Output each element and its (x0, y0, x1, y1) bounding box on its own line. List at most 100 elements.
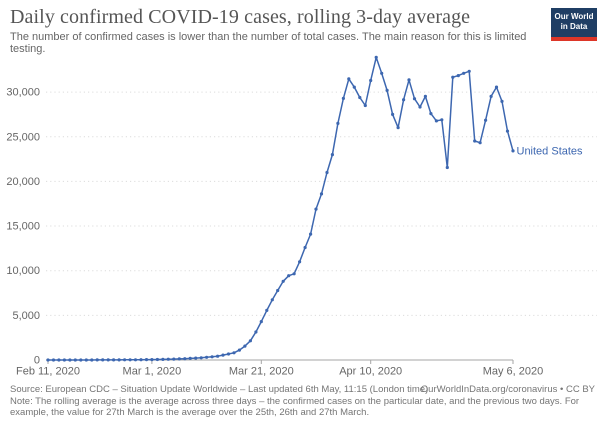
data-point-marker[interactable] (303, 245, 307, 250)
x-tick-label: May 6, 2020 (483, 366, 544, 378)
data-point-marker[interactable] (128, 358, 132, 362)
data-point-marker[interactable] (341, 96, 345, 100)
note-text: Note: The rolling average is the average… (10, 395, 580, 419)
data-point-marker[interactable] (412, 97, 417, 101)
data-point-marker[interactable] (309, 232, 313, 236)
data-point-marker[interactable] (374, 55, 378, 60)
data-point-marker[interactable] (500, 99, 504, 103)
data-point-marker[interactable] (396, 126, 400, 130)
data-point-marker[interactable] (511, 149, 515, 153)
y-tick-label: 15,000 (6, 221, 40, 233)
data-point-marker[interactable] (155, 357, 159, 362)
data-point-marker[interactable] (418, 105, 422, 109)
data-point-marker[interactable] (478, 141, 482, 145)
data-point-marker[interactable] (287, 274, 291, 278)
data-point-marker[interactable] (445, 165, 449, 170)
data-point-marker[interactable] (369, 78, 373, 83)
data-point-marker[interactable] (402, 98, 406, 102)
data-point-marker[interactable] (494, 85, 499, 89)
data-point-marker[interactable] (123, 358, 127, 362)
data-point-marker[interactable] (391, 112, 395, 116)
data-point-marker[interactable] (133, 358, 138, 362)
data-point-marker[interactable] (456, 74, 460, 78)
data-point-marker[interactable] (226, 352, 231, 356)
data-point-marker[interactable] (144, 358, 149, 362)
data-point-marker[interactable] (358, 95, 362, 100)
data-point-marker[interactable] (265, 308, 269, 312)
data-point-marker[interactable] (188, 356, 192, 360)
data-point-marker[interactable] (139, 358, 143, 362)
data-point-marker[interactable] (68, 358, 72, 362)
data-point-marker[interactable] (352, 85, 356, 89)
data-point-marker[interactable] (298, 260, 302, 264)
data-point-marker[interactable] (243, 344, 247, 348)
us-series-line[interactable] (47, 56, 514, 361)
data-point-marker[interactable] (276, 288, 280, 293)
x-tick-label: Apr 10, 2020 (339, 366, 402, 378)
data-point-marker[interactable] (259, 320, 263, 324)
data-point-marker[interactable] (281, 279, 285, 283)
x-tick-label: Feb 11, 2020 (16, 366, 80, 378)
data-point-marker[interactable] (380, 71, 384, 75)
data-point-marker[interactable] (248, 339, 252, 343)
data-point-marker[interactable] (423, 94, 427, 98)
data-point-marker[interactable] (292, 272, 296, 276)
data-point-marker[interactable] (101, 358, 105, 362)
data-point-marker[interactable] (106, 358, 110, 362)
data-point-marker[interactable] (216, 354, 220, 358)
data-point-marker[interactable] (270, 298, 274, 302)
data-point-marker[interactable] (161, 357, 165, 361)
data-point-marker[interactable] (51, 358, 56, 362)
y-tick-label: 20,000 (6, 176, 40, 188)
data-point-marker[interactable] (330, 153, 334, 157)
y-tick-label: 30,000 (6, 87, 40, 99)
data-point-marker[interactable] (210, 355, 214, 359)
credit-link[interactable]: OurWorldInData.org/coronavirus • CC BY (420, 384, 595, 395)
data-point-marker[interactable] (79, 358, 83, 362)
data-point-marker[interactable] (254, 330, 258, 334)
data-point-marker[interactable] (363, 103, 367, 108)
data-point-marker[interactable] (46, 358, 50, 362)
owid-logo[interactable]: Our World in Data (551, 8, 597, 41)
data-point-marker[interactable] (172, 357, 176, 361)
data-point-marker[interactable] (205, 355, 209, 359)
data-point-marker[interactable] (489, 94, 493, 98)
data-point-marker[interactable] (150, 358, 154, 362)
data-point-marker[interactable] (484, 118, 488, 122)
data-point-marker[interactable] (177, 357, 181, 361)
data-point-marker[interactable] (95, 358, 99, 362)
data-point-marker[interactable] (429, 112, 433, 116)
data-point-marker[interactable] (319, 192, 324, 196)
data-point-marker[interactable] (505, 129, 510, 133)
data-point-marker[interactable] (166, 357, 170, 361)
data-point-marker[interactable] (237, 348, 241, 352)
data-point-marker[interactable] (440, 118, 444, 122)
data-point-marker[interactable] (199, 356, 203, 360)
data-point-marker[interactable] (90, 358, 94, 362)
owid-logo-line1: Our World (554, 12, 594, 21)
data-point-marker[interactable] (221, 353, 225, 357)
data-point-marker[interactable] (451, 75, 455, 79)
data-point-marker[interactable] (325, 170, 329, 175)
data-point-marker[interactable] (314, 207, 318, 211)
data-point-marker[interactable] (62, 358, 66, 362)
data-point-marker[interactable] (434, 119, 438, 123)
data-point-marker[interactable] (183, 357, 187, 361)
data-point-marker[interactable] (407, 78, 411, 82)
data-point-marker[interactable] (462, 71, 466, 75)
data-point-marker[interactable] (84, 358, 88, 362)
data-point-marker[interactable] (57, 358, 61, 362)
data-point-marker[interactable] (194, 356, 198, 360)
data-point-marker[interactable] (112, 358, 116, 362)
data-point-marker[interactable] (117, 358, 121, 362)
data-point-marker[interactable] (73, 358, 77, 362)
data-point-marker[interactable] (467, 69, 471, 73)
data-point-marker[interactable] (232, 351, 236, 355)
data-point-marker[interactable] (347, 77, 351, 81)
data-point-marker[interactable] (473, 139, 477, 143)
owid-logo-line2: in Data (560, 22, 588, 31)
data-point-marker[interactable] (336, 121, 340, 125)
data-point-marker[interactable] (385, 88, 389, 92)
